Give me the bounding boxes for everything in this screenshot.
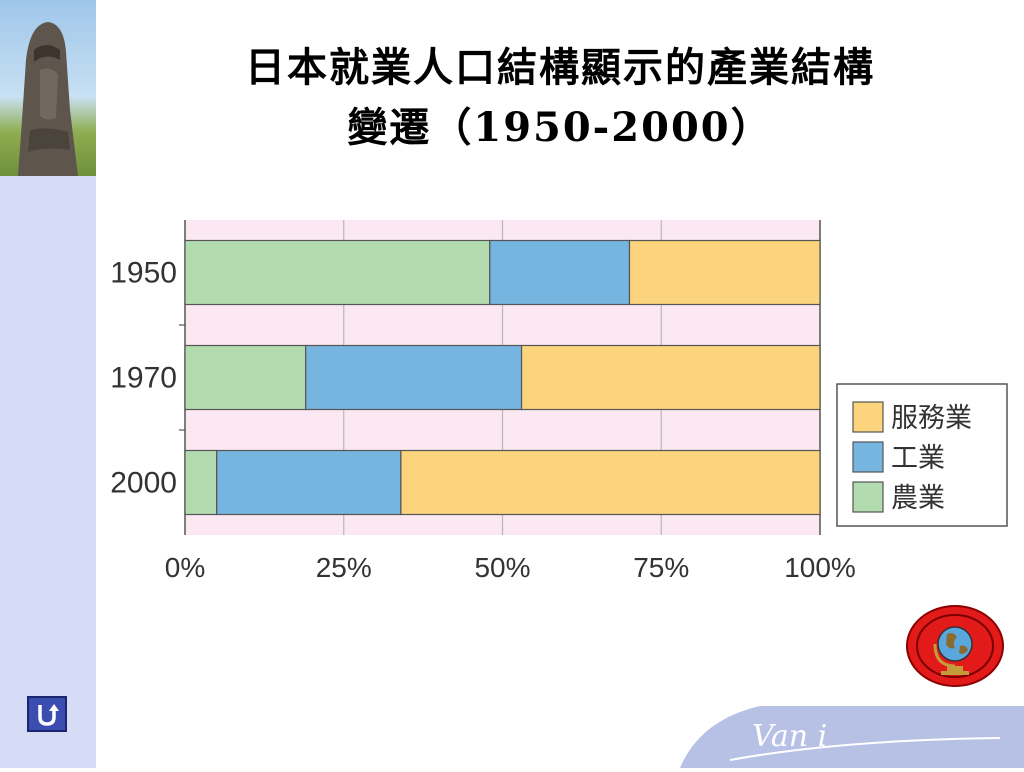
bar-segment	[216, 449, 402, 516]
title-line-2: 變遷（1950-2000）	[347, 104, 773, 151]
y-tick-label: 2000	[110, 467, 177, 500]
bar-segment	[400, 449, 821, 516]
slide-title: 日本就業人口結構顯示的產業結構 變遷（1950-2000）	[110, 38, 1010, 158]
bar-segment	[520, 344, 821, 411]
bar-segment	[184, 344, 307, 411]
bar-segment	[184, 239, 491, 306]
legend-label: 工業	[891, 443, 945, 474]
bar-segment	[184, 449, 218, 516]
globe-button[interactable]	[905, 604, 1005, 688]
title-line-1: 日本就業人口結構顯示的產業結構	[245, 44, 875, 91]
logo-text: Van i	[752, 719, 827, 754]
u-turn-icon	[38, 704, 59, 726]
x-tick-label: 0%	[165, 552, 205, 583]
return-button[interactable]	[27, 696, 67, 732]
y-tick-label: 1950	[110, 257, 177, 290]
bar-segment	[489, 239, 631, 306]
legend-swatch	[852, 481, 884, 513]
moai-photo	[0, 0, 96, 176]
legend-swatch	[852, 401, 884, 433]
legend-label: 農業	[891, 483, 945, 514]
globe-icon	[906, 605, 1004, 687]
legend-label: 服務業	[891, 403, 972, 434]
moai-statue-image	[18, 22, 78, 176]
y-tick-label: 1970	[110, 362, 177, 395]
x-tick-label: 100%	[784, 552, 856, 583]
x-tick-label: 50%	[474, 552, 530, 583]
vani-logo-graphic: Van i	[680, 706, 1024, 768]
bar-segment	[305, 344, 523, 411]
x-tick-label: 75%	[633, 552, 689, 583]
vani-logo: Van i	[640, 700, 1024, 768]
x-tick-label: 25%	[316, 552, 372, 583]
legend-swatch	[852, 441, 884, 473]
stacked-bar-chart: 1950 1970 2000 0% 25% 50% 75% 100% 服務業工業農業	[95, 212, 1015, 606]
bar-segment	[628, 239, 821, 306]
